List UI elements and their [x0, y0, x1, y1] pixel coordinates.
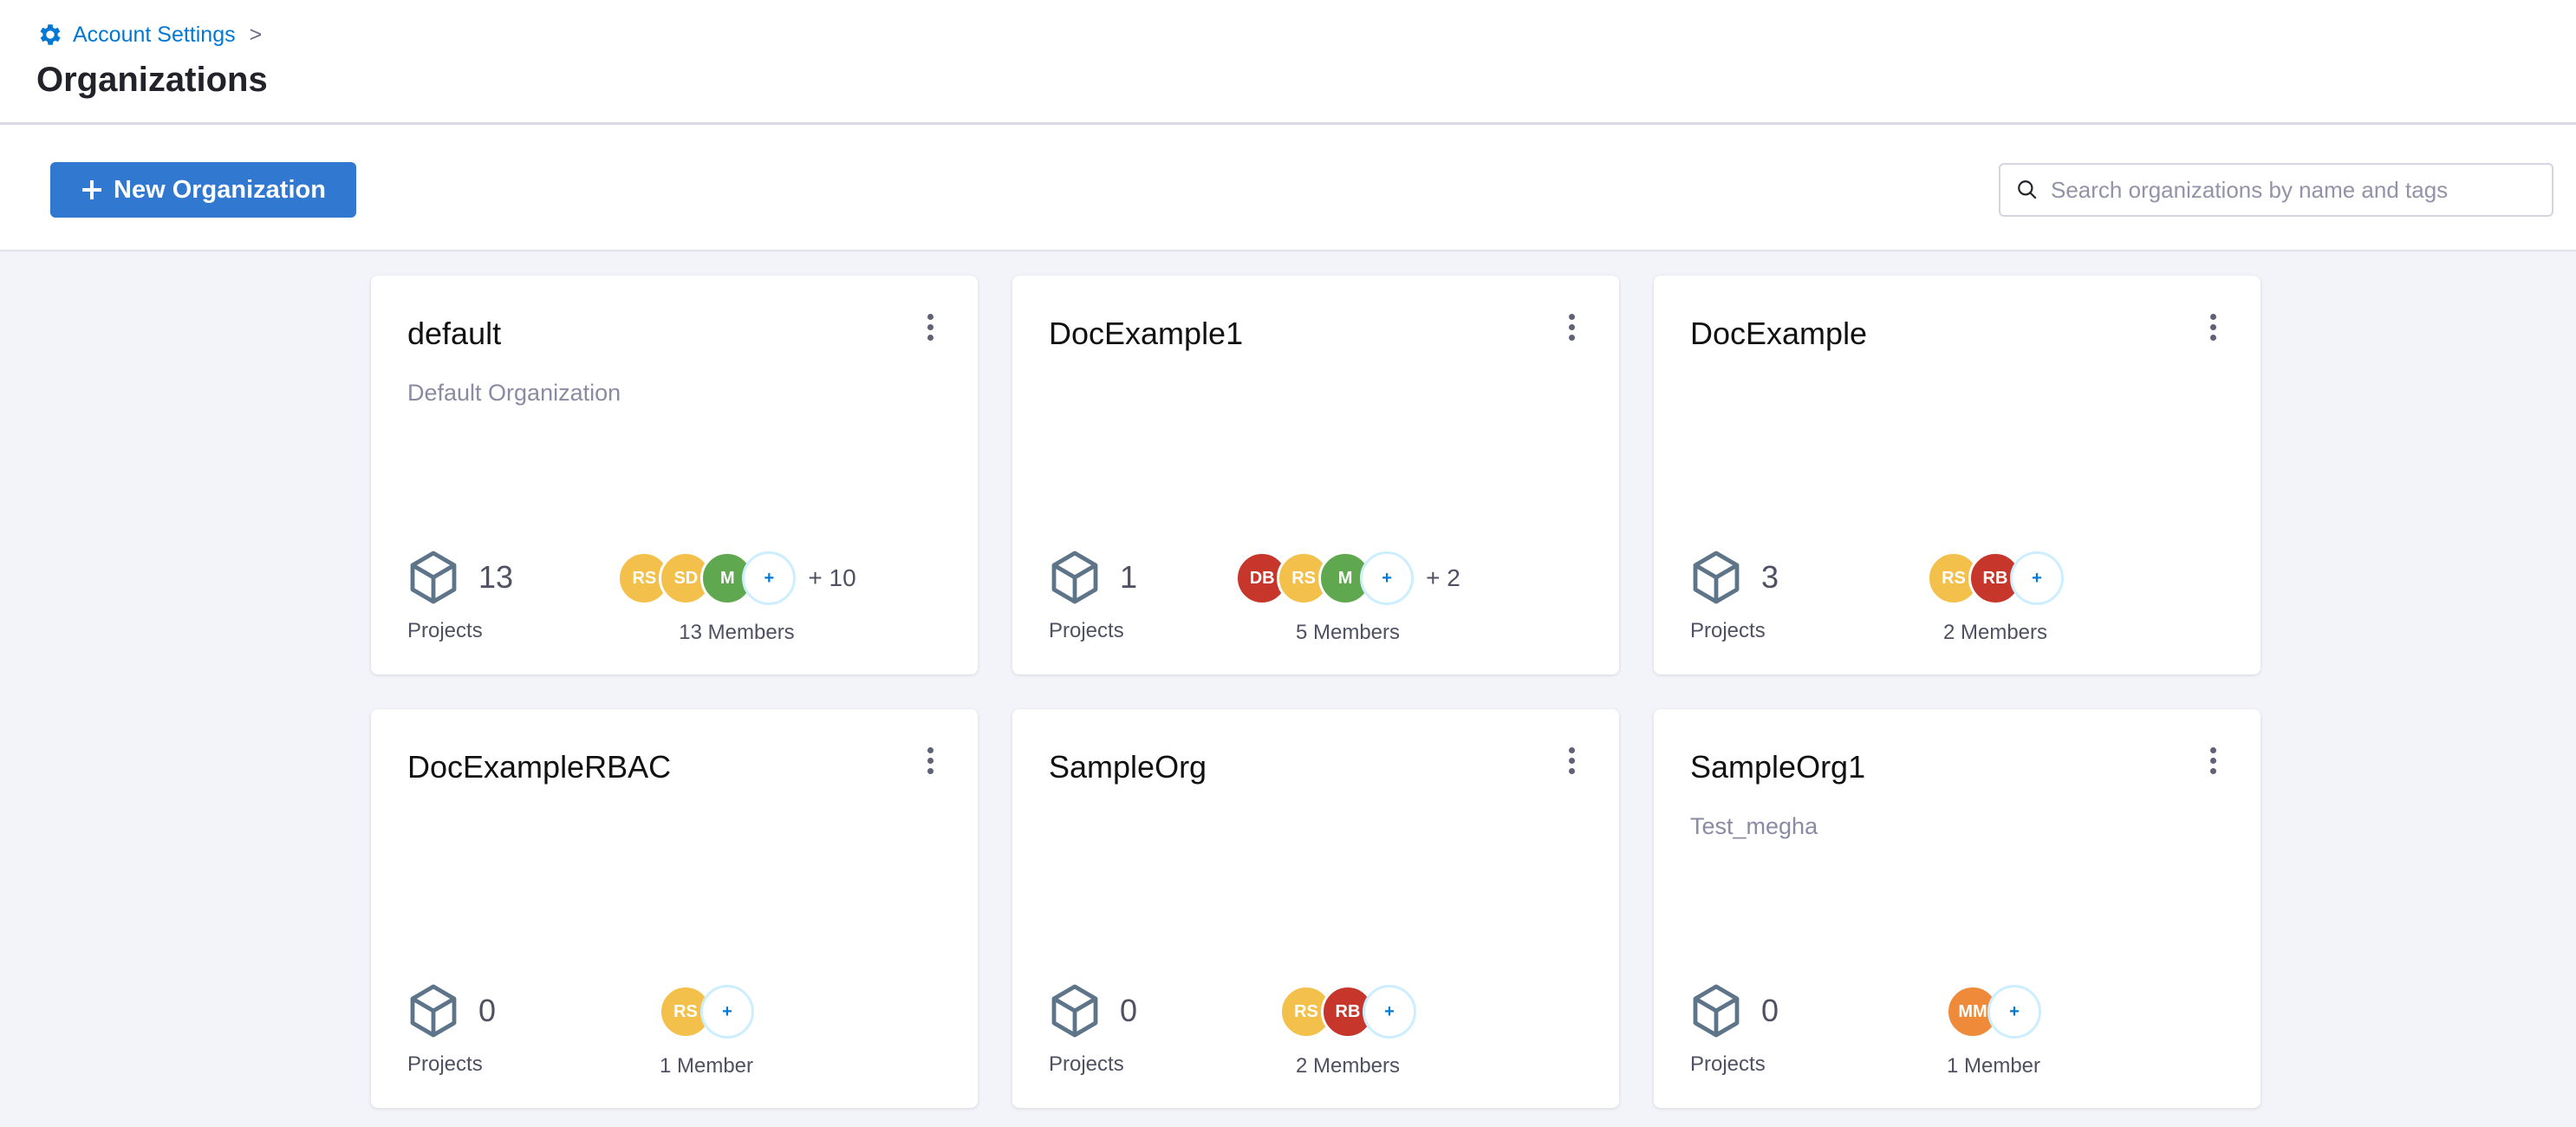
organization-card[interactable]: DocExample 3 Projects RS RB + 2 Members: [1654, 276, 2261, 674]
cube-icon: [1693, 984, 1740, 1038]
breadcrumb[interactable]: Account Settings >: [36, 21, 262, 49]
members-summary: RS RB + 2 Members: [1218, 983, 1478, 1078]
page-header: Account Settings > Organizations: [0, 0, 2576, 125]
projects-label: Projects: [1690, 619, 1766, 642]
projects-label: Projects: [1049, 619, 1124, 642]
members-label: 1 Member: [1946, 1054, 2041, 1078]
members-summary: RS SD M + + 10 13 Members: [607, 550, 867, 645]
organization-name[interactable]: DocExampleRBAC: [407, 749, 672, 785]
members-label: 13 Members: [679, 621, 795, 644]
projects-count: 0: [478, 993, 497, 1028]
more-options-icon[interactable]: [1565, 747, 1577, 774]
page-title: Organizations: [36, 61, 268, 99]
projects-summary: 13 Projects: [407, 550, 513, 643]
more-options-icon[interactable]: [1565, 314, 1577, 341]
member-avatar[interactable]: RS: [1277, 551, 1331, 605]
organization-name[interactable]: default: [407, 316, 502, 351]
organization-name[interactable]: SampleOrg: [1049, 749, 1207, 785]
projects-summary: 0 Projects: [1690, 983, 1779, 1077]
add-member-button[interactable]: +: [742, 551, 797, 605]
projects-count: 1: [1120, 559, 1138, 595]
projects-count: 0: [1761, 993, 1779, 1028]
organization-description: Test_megha: [1690, 813, 1818, 839]
projects-summary: 0 Projects: [1049, 983, 1137, 1077]
projects-count: 0: [1120, 993, 1138, 1028]
projects-label: Projects: [1049, 1052, 1124, 1076]
add-member-button[interactable]: +: [1987, 985, 2041, 1039]
cube-icon: [410, 550, 457, 604]
organization-card[interactable]: SampleOrg 0 Projects RS RB + 2 Members: [1012, 709, 1619, 1108]
more-options-icon[interactable]: [924, 314, 936, 341]
new-organization-label: New Organization: [114, 175, 326, 204]
organization-name[interactable]: DocExample: [1690, 316, 1868, 351]
members-label: 1 Member: [659, 1054, 754, 1078]
extra-members-count: + 10: [808, 564, 856, 591]
organization-card[interactable]: SampleOrg1 Test_megha 0 Projects MM + 1 M…: [1654, 709, 2261, 1108]
members-summary: DB RS M + + 2 5 Members: [1218, 550, 1478, 645]
extra-members-count: + 2: [1426, 564, 1460, 591]
members-label: 2 Members: [1942, 621, 2048, 644]
projects-summary: 0 Projects: [407, 983, 496, 1077]
more-options-icon[interactable]: [2207, 747, 2219, 774]
search-input[interactable]: [2051, 176, 2536, 204]
add-member-button[interactable]: +: [2010, 551, 2064, 605]
toolbar: New Organization: [0, 125, 2576, 251]
organization-name[interactable]: SampleOrg1: [1690, 749, 1866, 785]
gear-icon: [40, 24, 61, 45]
projects-label: Projects: [407, 619, 483, 642]
add-member-button[interactable]: +: [1360, 551, 1415, 605]
members-summary: RS + 1 Member: [576, 983, 836, 1078]
projects-summary: 3 Projects: [1690, 550, 1779, 643]
organization-card[interactable]: default Default Organization 13 Projects…: [371, 276, 978, 674]
organization-description: Default Organization: [407, 380, 621, 406]
cube-icon: [1693, 550, 1740, 604]
members-summary: MM + 1 Member: [1864, 983, 2124, 1078]
projects-count: 3: [1761, 559, 1779, 595]
projects-label: Projects: [1690, 1052, 1766, 1076]
organization-name[interactable]: DocExample1: [1049, 316, 1244, 351]
add-member-button[interactable]: +: [700, 985, 754, 1039]
projects-label: Projects: [407, 1052, 483, 1076]
more-options-icon[interactable]: [2207, 314, 2219, 341]
cube-icon: [410, 984, 457, 1038]
more-options-icon[interactable]: [924, 747, 936, 774]
projects-count: 13: [478, 559, 514, 595]
new-organization-button[interactable]: New Organization: [50, 162, 356, 218]
members-label: 2 Members: [1295, 1054, 1401, 1078]
search-box[interactable]: [1999, 163, 2553, 217]
members-label: 5 Members: [1295, 621, 1401, 644]
breadcrumb-account-settings[interactable]: Account Settings: [73, 22, 236, 47]
plus-icon: [82, 180, 102, 199]
projects-summary: 1 Projects: [1049, 550, 1137, 643]
members-summary: RS RB + 2 Members: [1865, 550, 2125, 645]
cube-icon: [1051, 550, 1098, 604]
cube-icon: [1051, 984, 1098, 1038]
organization-card[interactable]: DocExample1 1 Projects DB RS M + + 2 5 Membe…: [1012, 276, 1619, 674]
chevron-right-icon: >: [249, 22, 263, 47]
organization-card[interactable]: DocExampleRBAC 0 Projects RS + 1 Member: [371, 709, 978, 1108]
add-member-button[interactable]: +: [1363, 985, 1416, 1039]
search-icon: [2018, 180, 2037, 199]
